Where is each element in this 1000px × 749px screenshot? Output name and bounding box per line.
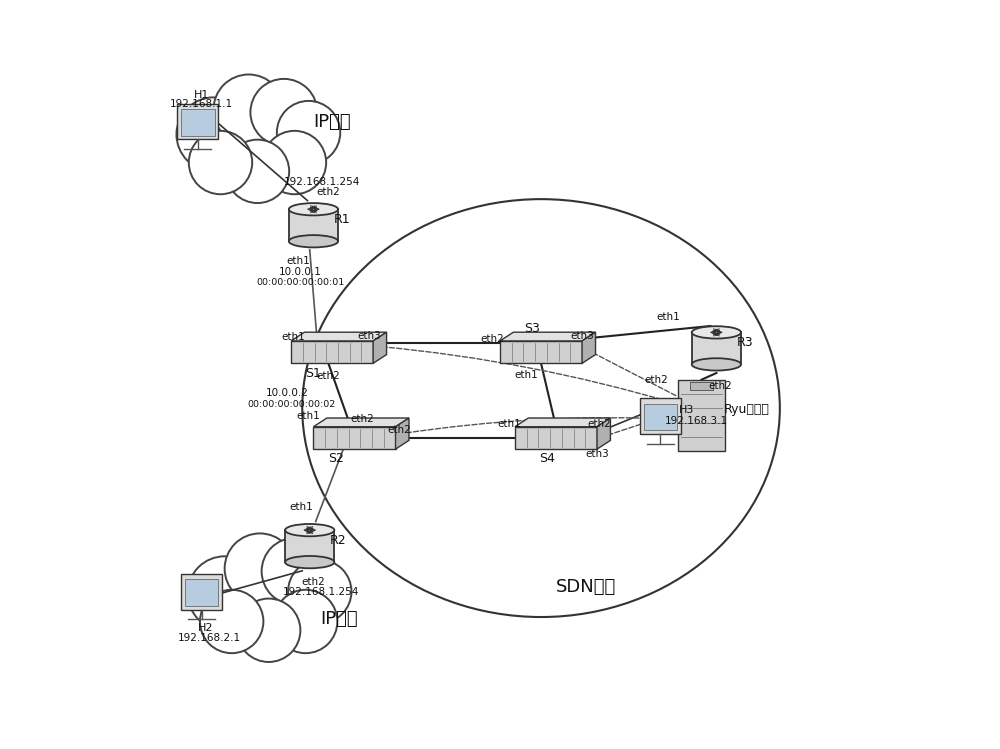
Text: IP网络: IP网络 — [313, 113, 351, 131]
FancyBboxPatch shape — [690, 382, 713, 390]
Text: H1: H1 — [194, 90, 209, 100]
Circle shape — [188, 557, 262, 630]
Circle shape — [262, 538, 329, 604]
Text: eth1: eth1 — [498, 419, 522, 429]
Text: 192.168.1.254: 192.168.1.254 — [283, 587, 359, 598]
Ellipse shape — [692, 358, 741, 371]
Text: eth2: eth2 — [302, 577, 325, 587]
Text: IP网络: IP网络 — [321, 610, 358, 628]
Text: eth2: eth2 — [481, 334, 504, 344]
Polygon shape — [515, 427, 597, 449]
Ellipse shape — [692, 327, 741, 339]
Text: H2: H2 — [197, 623, 213, 633]
Polygon shape — [313, 418, 409, 427]
Circle shape — [237, 598, 300, 662]
Text: R1: R1 — [333, 213, 350, 225]
Polygon shape — [291, 333, 387, 341]
Text: 192.168.1.1: 192.168.1.1 — [170, 100, 233, 109]
Ellipse shape — [289, 203, 338, 216]
Circle shape — [288, 560, 351, 623]
Circle shape — [274, 589, 337, 653]
FancyBboxPatch shape — [185, 579, 218, 606]
Ellipse shape — [289, 235, 338, 247]
Text: Ryu控制器: Ryu控制器 — [723, 403, 769, 416]
Circle shape — [263, 131, 326, 194]
Text: R3: R3 — [736, 336, 753, 349]
Polygon shape — [291, 341, 373, 363]
Text: eth3: eth3 — [585, 449, 609, 459]
Text: SDN网络: SDN网络 — [556, 578, 616, 596]
FancyBboxPatch shape — [177, 103, 218, 139]
FancyBboxPatch shape — [285, 530, 334, 562]
Circle shape — [213, 74, 284, 145]
FancyBboxPatch shape — [181, 109, 215, 136]
Text: eth2: eth2 — [708, 380, 732, 391]
Polygon shape — [500, 341, 582, 363]
Text: 192.168.2.1: 192.168.2.1 — [177, 633, 241, 643]
Text: S4: S4 — [539, 452, 555, 465]
FancyBboxPatch shape — [692, 333, 741, 365]
Circle shape — [189, 131, 252, 194]
Text: 00:00:00:00:00:01: 00:00:00:00:00:01 — [256, 278, 344, 287]
Text: eth2: eth2 — [316, 187, 340, 198]
Text: eth2: eth2 — [387, 425, 411, 435]
Text: 10.0.0.1: 10.0.0.1 — [279, 267, 321, 276]
Text: eth1: eth1 — [656, 312, 680, 322]
Text: 192.168.3.1: 192.168.3.1 — [665, 416, 728, 425]
Polygon shape — [515, 418, 610, 427]
Text: eth2: eth2 — [645, 374, 669, 385]
Polygon shape — [500, 333, 596, 341]
Text: eth2: eth2 — [316, 371, 340, 381]
Text: eth1: eth1 — [287, 256, 310, 266]
Ellipse shape — [285, 524, 334, 536]
Polygon shape — [373, 333, 387, 363]
Text: eth1: eth1 — [281, 333, 305, 342]
Circle shape — [225, 533, 295, 604]
Text: H3: H3 — [679, 405, 694, 415]
FancyBboxPatch shape — [289, 209, 338, 241]
Text: S1: S1 — [306, 366, 321, 380]
Text: 192.168.1.254: 192.168.1.254 — [284, 177, 361, 187]
Text: eth1: eth1 — [289, 503, 313, 512]
Text: 10.0.0.2: 10.0.0.2 — [266, 388, 309, 398]
FancyBboxPatch shape — [678, 380, 725, 451]
Circle shape — [200, 589, 263, 653]
Polygon shape — [313, 427, 396, 449]
Ellipse shape — [285, 556, 334, 568]
FancyBboxPatch shape — [640, 398, 681, 434]
Text: eth1: eth1 — [514, 369, 538, 380]
Polygon shape — [396, 418, 409, 449]
Text: eth3: eth3 — [358, 331, 381, 341]
Ellipse shape — [302, 199, 780, 617]
Text: eth2: eth2 — [587, 419, 611, 429]
FancyBboxPatch shape — [644, 404, 677, 431]
Polygon shape — [597, 418, 610, 449]
FancyBboxPatch shape — [181, 574, 222, 610]
Circle shape — [250, 79, 317, 146]
Text: S3: S3 — [524, 322, 540, 335]
Text: 00:00:00:00:00:02: 00:00:00:00:00:02 — [247, 400, 335, 409]
Text: eth2: eth2 — [350, 414, 374, 424]
Circle shape — [176, 97, 250, 172]
Text: eth1: eth1 — [296, 410, 320, 420]
Polygon shape — [582, 333, 596, 363]
Circle shape — [226, 139, 289, 203]
Text: S2: S2 — [328, 452, 344, 465]
Text: R2: R2 — [330, 533, 346, 547]
Text: eth3: eth3 — [570, 331, 594, 341]
Circle shape — [277, 101, 340, 164]
